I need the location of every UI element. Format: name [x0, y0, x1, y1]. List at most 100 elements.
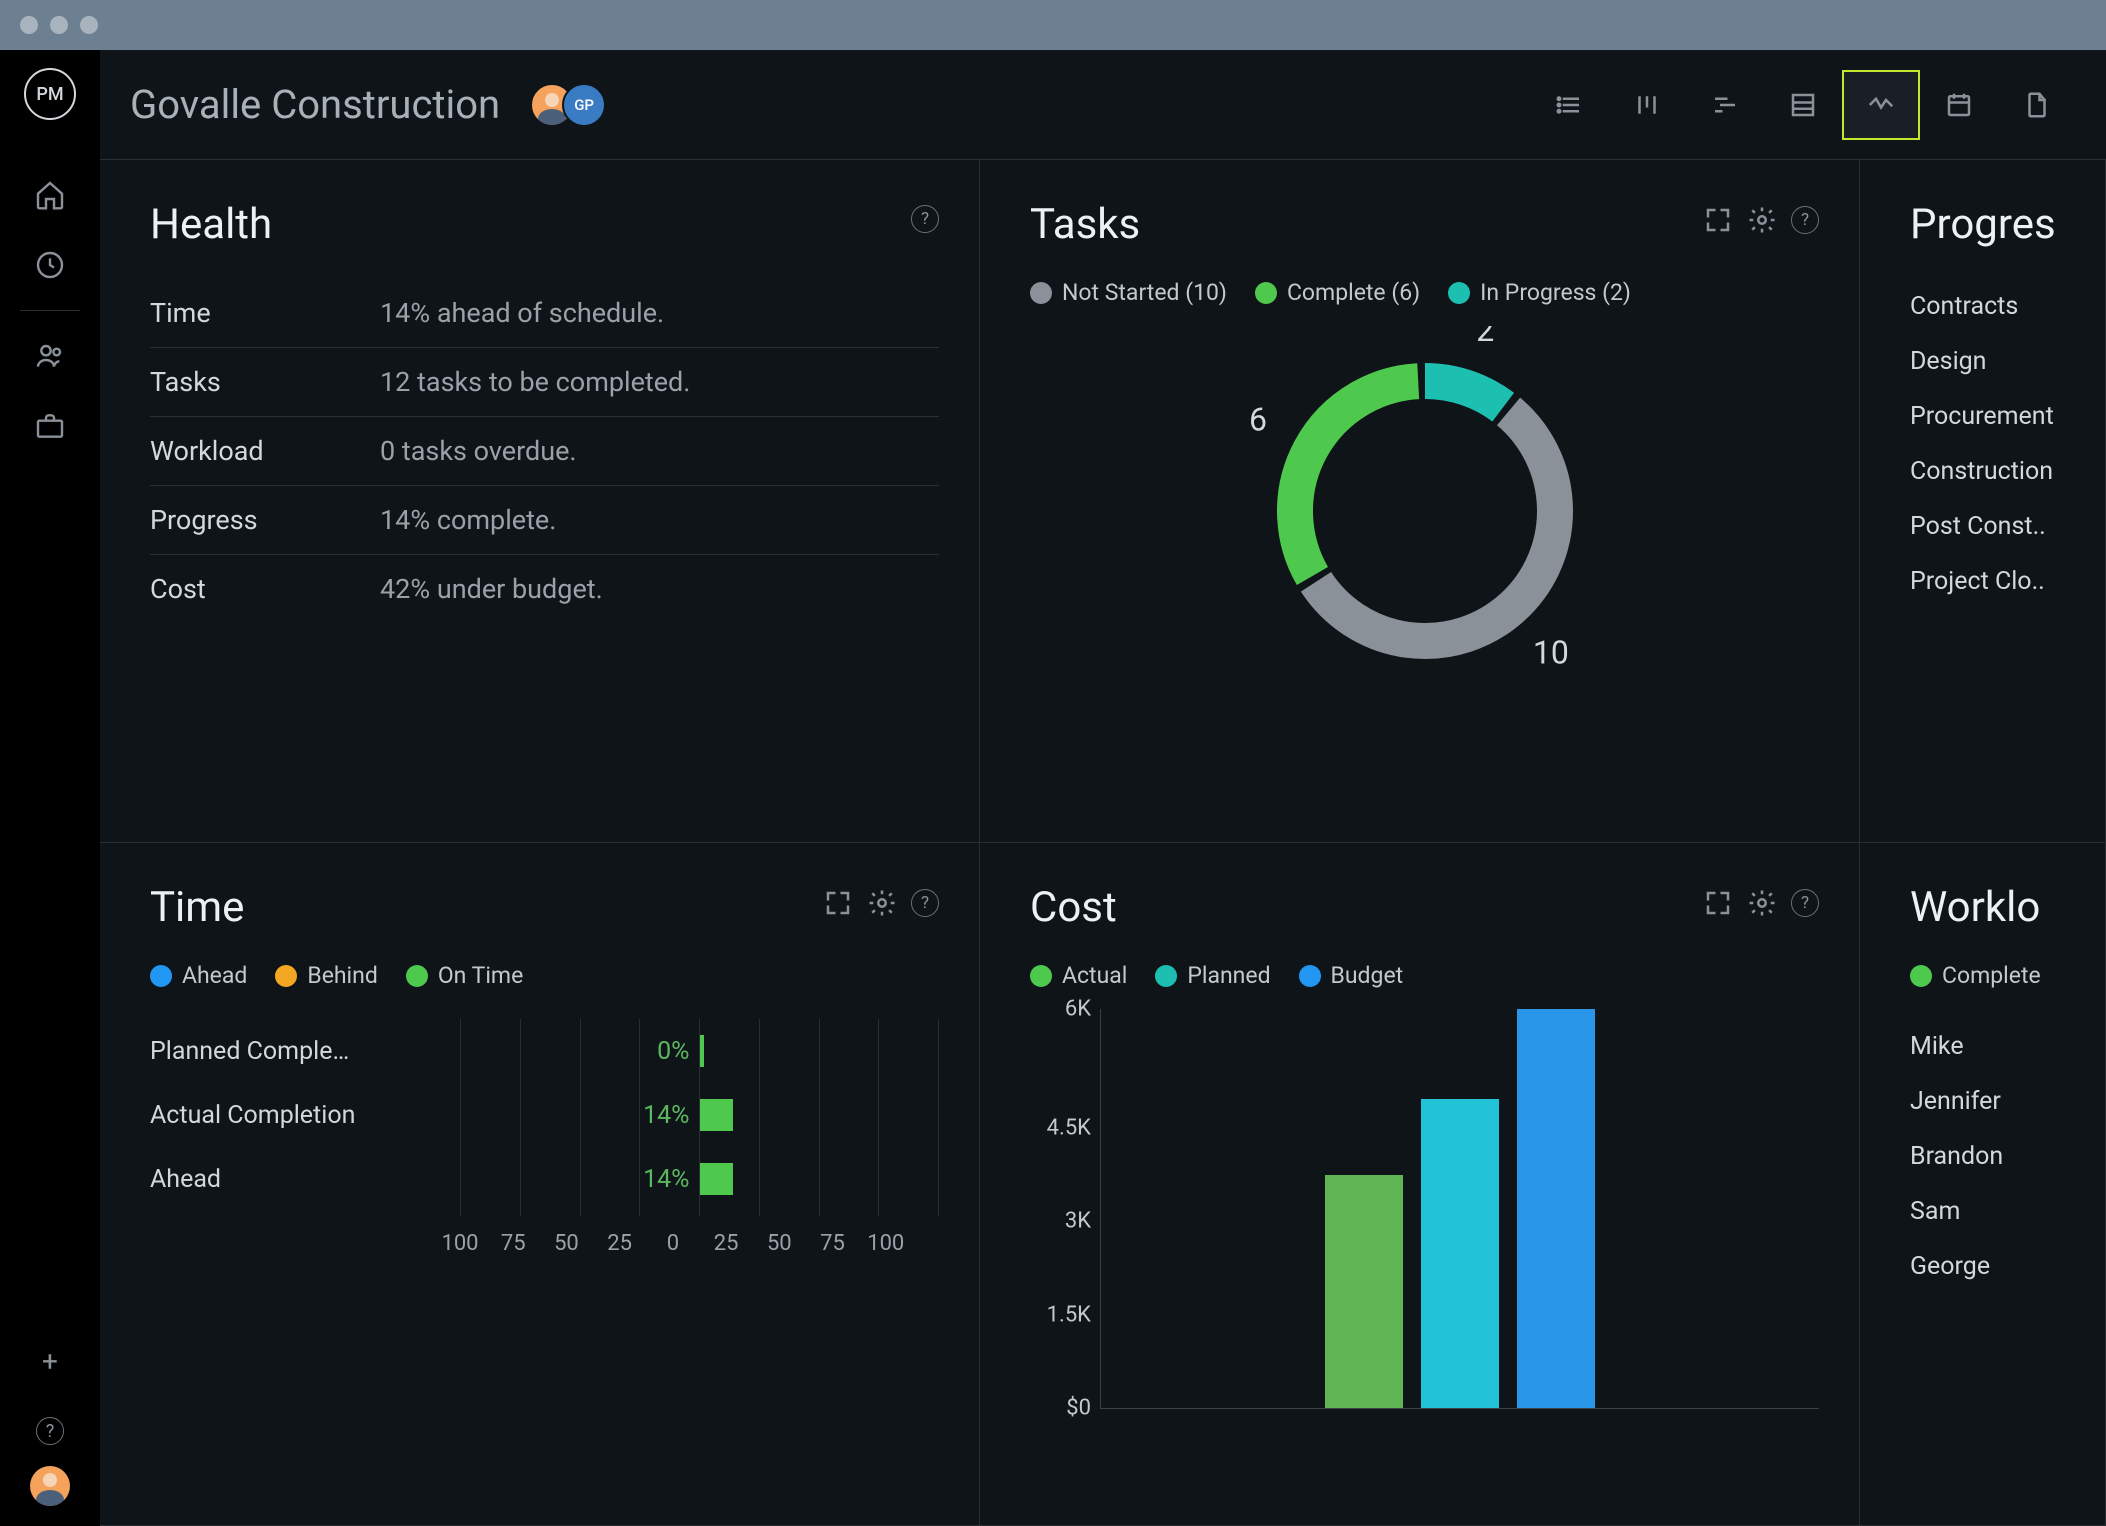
workload-item[interactable]: George [1910, 1239, 2065, 1294]
workload-panel: Worklo Complete MikeJenniferBrandonSamGe… [1860, 843, 2106, 1526]
workload-item[interactable]: Sam [1910, 1184, 2065, 1239]
sidebar: PM + ? [0, 50, 100, 1526]
sidebar-divider [20, 310, 80, 311]
workload-item[interactable]: Jennifer [1910, 1074, 2065, 1129]
time-row: Planned Comple… 0% [150, 1019, 939, 1083]
donut-segment [1425, 381, 1503, 407]
expand-icon[interactable] [823, 888, 853, 918]
list-view-icon[interactable] [1530, 70, 1608, 140]
time-row-label: Actual Completion [150, 1101, 460, 1130]
health-label: Workload [150, 435, 380, 467]
board-view-icon[interactable] [1608, 70, 1686, 140]
files-view-icon[interactable] [1998, 70, 2076, 140]
avatar-initials[interactable]: GP [562, 83, 606, 127]
donut-segment [1315, 411, 1554, 641]
progress-item[interactable]: Construction [1910, 444, 2065, 499]
axis-label: 6K [1031, 997, 1091, 1022]
member-avatars[interactable]: GP [530, 83, 606, 127]
axis-label: 100 [433, 1231, 486, 1256]
progress-item[interactable]: Project Clo.. [1910, 554, 2065, 609]
briefcase-icon[interactable] [0, 391, 100, 461]
legend-label: Actual [1062, 962, 1127, 989]
expand-icon[interactable] [1703, 205, 1733, 235]
health-row: Workload0 tasks overdue. [150, 417, 939, 486]
legend-item: Not Started (10) [1030, 279, 1227, 306]
app-logo[interactable]: PM [24, 68, 76, 120]
gantt-view-icon[interactable] [1686, 70, 1764, 140]
traffic-light-zoom[interactable] [80, 16, 98, 34]
tasks-panel: Tasks ? Not Started (10) Complete (6) In P… [980, 160, 1860, 843]
help-icon[interactable]: ? [911, 889, 939, 917]
panel-title: Tasks [1030, 200, 1819, 249]
progress-item[interactable]: Contracts [1910, 279, 2065, 334]
progress-panel: Progres ContractsDesignProcurementConstr… [1860, 160, 2106, 843]
workload-legend: Complete [1910, 962, 2065, 989]
workload-item[interactable]: Brandon [1910, 1129, 2065, 1184]
health-value: 14% complete. [380, 504, 556, 536]
time-chart: Planned Comple… 0% Actual Completion 14%… [150, 1019, 939, 1256]
help-icon[interactable]: ? [1791, 206, 1819, 234]
legend-label: On Time [438, 962, 523, 989]
legend-label: Ahead [182, 962, 247, 989]
legend-dot [406, 965, 428, 987]
calendar-view-icon[interactable] [1920, 70, 1998, 140]
legend-dot [1030, 965, 1052, 987]
legend-dot [1155, 965, 1177, 987]
time-bar [700, 1163, 734, 1195]
legend-item: Complete (6) [1255, 279, 1420, 306]
home-icon[interactable] [0, 160, 100, 230]
traffic-light-minimize[interactable] [50, 16, 68, 34]
help-icon[interactable]: ? [911, 205, 939, 233]
legend-item: In Progress (2) [1448, 279, 1631, 306]
axis-label: $0 [1031, 1396, 1091, 1421]
settings-icon[interactable] [867, 888, 897, 918]
traffic-light-close[interactable] [20, 16, 38, 34]
legend-item: Planned [1155, 962, 1270, 989]
legend-item: Behind [275, 962, 377, 989]
health-label: Time [150, 297, 380, 329]
donut-value-label: 6 [1249, 400, 1267, 438]
help-icon[interactable]: ? [1791, 889, 1819, 917]
workload-item[interactable]: Mike [1910, 1019, 2065, 1074]
user-avatar[interactable] [30, 1466, 70, 1506]
people-icon[interactable] [0, 321, 100, 391]
settings-icon[interactable] [1747, 205, 1777, 235]
settings-icon[interactable] [1747, 888, 1777, 918]
legend-item: On Time [406, 962, 523, 989]
panel-title: Worklo [1910, 883, 2065, 932]
axis-label: 50 [540, 1231, 593, 1256]
view-tabs [1530, 70, 2076, 140]
health-row: Cost42% under budget. [150, 555, 939, 623]
time-percent: 0% [657, 1037, 689, 1066]
clock-icon[interactable] [0, 230, 100, 300]
cost-bar [1325, 1175, 1403, 1408]
dashboard-view-icon[interactable] [1842, 70, 1920, 140]
axis-label: 0 [646, 1231, 699, 1256]
legend-label: Not Started (10) [1062, 279, 1227, 306]
cost-bar [1421, 1099, 1499, 1408]
project-title: Govalle Construction [130, 81, 500, 128]
legend-dot [1030, 282, 1052, 304]
expand-icon[interactable] [1703, 888, 1733, 918]
health-value: 14% ahead of schedule. [380, 297, 664, 329]
add-icon[interactable]: + [0, 1326, 100, 1396]
tasks-donut-chart: 2106 [1030, 326, 1819, 666]
legend-item: Complete [1910, 962, 2041, 989]
help-icon[interactable]: ? [0, 1396, 100, 1466]
tasks-legend: Not Started (10) Complete (6) In Progress … [1030, 279, 1819, 306]
health-value: 12 tasks to be completed. [380, 366, 690, 398]
legend-label: In Progress (2) [1480, 279, 1631, 306]
progress-item[interactable]: Procurement [1910, 389, 2065, 444]
legend-dot [1299, 965, 1321, 987]
progress-item[interactable]: Post Const.. [1910, 499, 2065, 554]
progress-item[interactable]: Design [1910, 334, 2065, 389]
axis-label: 4.5K [1031, 1115, 1091, 1140]
window-titlebar [0, 0, 2106, 50]
axis-label: 1.5K [1031, 1302, 1091, 1327]
time-row-label: Planned Comple… [150, 1037, 460, 1066]
donut-value-label: 2 [1476, 326, 1494, 349]
health-row: Time14% ahead of schedule. [150, 279, 939, 348]
health-panel: Health ? Time14% ahead of schedule.Tasks… [100, 160, 980, 843]
axis-label: 25 [699, 1231, 752, 1256]
sheet-view-icon[interactable] [1764, 70, 1842, 140]
